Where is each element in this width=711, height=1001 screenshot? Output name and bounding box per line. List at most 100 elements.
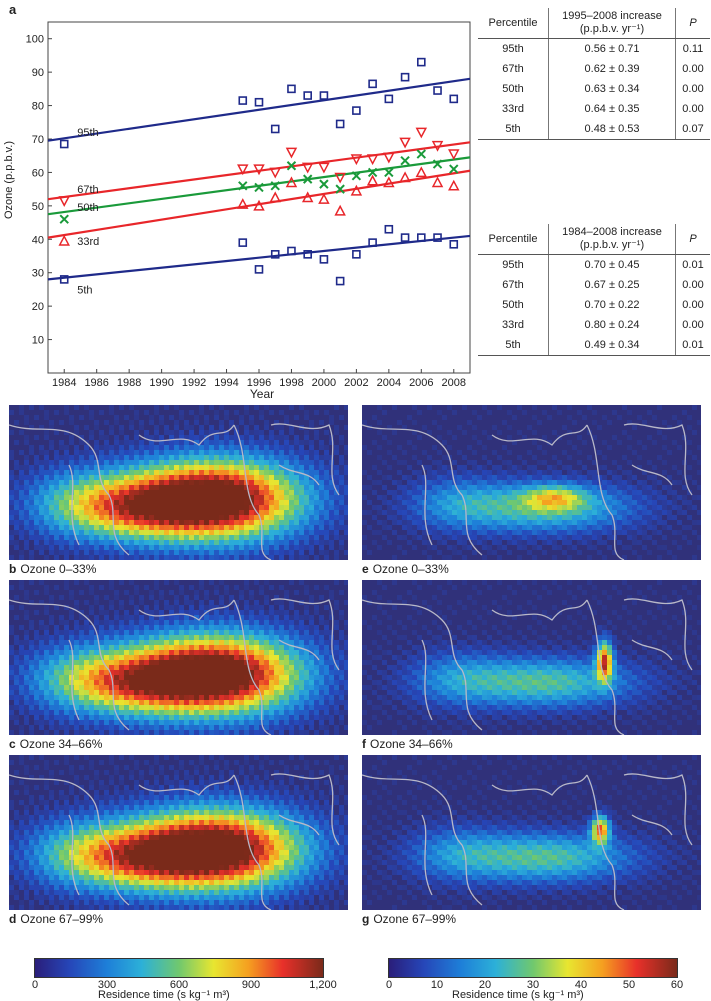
x-tick-label: 1984 xyxy=(52,377,76,389)
data-point-95th xyxy=(320,92,327,99)
series-label-67th: 67th xyxy=(77,184,98,196)
trend-line-67th xyxy=(48,142,470,199)
p-cell: 0.00 xyxy=(676,59,711,79)
colorbar-tick-label: 60 xyxy=(671,979,683,991)
data-point-67th xyxy=(449,150,458,159)
colorbar-tick-label: 0 xyxy=(32,979,38,991)
residence-map-f xyxy=(362,580,701,735)
data-point-5th xyxy=(320,256,327,263)
increase-cell: 0.67 ± 0.25 xyxy=(549,275,676,295)
x-axis-label: Year xyxy=(250,387,274,400)
x-tick-label: 2008 xyxy=(442,377,466,389)
table-header-increase-text: 1995–2008 increase xyxy=(562,10,662,22)
data-point-95th xyxy=(385,95,392,102)
percentile-cell: 33rd xyxy=(478,99,549,119)
residence-map-d xyxy=(9,755,348,910)
y-tick-label: 60 xyxy=(32,167,44,179)
data-point-5th xyxy=(239,239,246,246)
panel-e-letter: e xyxy=(362,562,369,576)
data-point-33rd xyxy=(271,193,280,202)
p-cell: 0.00 xyxy=(676,315,711,335)
data-point-67th xyxy=(352,155,361,164)
colorbar-left-label: Residence time (s kg⁻¹ m³) xyxy=(98,988,230,1001)
map-e-caption: Ozone 0–33% xyxy=(373,562,449,576)
y-tick-label: 70 xyxy=(32,134,44,146)
colorbar-tick-label: 10 xyxy=(431,979,443,991)
data-point-67th xyxy=(417,128,426,137)
map-c-caption: Ozone 34–66% xyxy=(20,737,103,751)
increase-cell: 0.62 ± 0.39 xyxy=(549,59,676,79)
trend-line-50th xyxy=(48,157,470,214)
series-label-50th: 50th xyxy=(77,202,98,214)
data-point-95th xyxy=(272,125,279,132)
x-tick-label: 2000 xyxy=(312,377,336,389)
y-tick-label: 30 xyxy=(32,268,44,280)
data-point-67th xyxy=(287,148,296,157)
percentile-cell: 67th xyxy=(478,59,549,79)
y-tick-label: 100 xyxy=(26,34,44,46)
data-point-95th xyxy=(434,87,441,94)
data-point-33rd xyxy=(368,176,377,185)
trend-line-95th xyxy=(48,79,470,141)
colorbar-tick-label: 50 xyxy=(623,979,635,991)
data-point-95th xyxy=(353,107,360,114)
data-point-50th xyxy=(450,165,458,173)
data-point-50th xyxy=(401,157,409,165)
y-tick-label: 80 xyxy=(32,101,44,113)
series-label-33rd: 33rd xyxy=(77,236,99,248)
table-header-p: P xyxy=(676,8,711,39)
increase-cell: 0.80 ± 0.24 xyxy=(549,315,676,335)
p-cell: 0.00 xyxy=(676,295,711,315)
table-header-increase-text: 1984–2008 increase xyxy=(562,226,662,238)
map-g-caption: Ozone 67–99% xyxy=(373,912,456,926)
percentile-cell: 5th xyxy=(478,335,549,356)
p-cell: 0.00 xyxy=(676,99,711,119)
data-point-33rd xyxy=(417,168,426,177)
percentile-cell: 50th xyxy=(478,79,549,99)
residence-map-b xyxy=(9,405,348,560)
data-point-67th xyxy=(319,163,328,172)
p-cell: 0.01 xyxy=(676,255,711,276)
data-point-50th xyxy=(255,183,263,191)
series-label-95th: 95th xyxy=(77,127,98,139)
heatmap-field xyxy=(362,580,701,735)
y-tick-label: 10 xyxy=(32,335,44,347)
increase-cell: 0.64 ± 0.35 xyxy=(549,99,676,119)
series-labels: 95th 67th 50th 33rd 5th xyxy=(77,127,99,296)
data-point-5th xyxy=(256,266,263,273)
heatmap-field xyxy=(9,755,348,910)
panel-c-letter: c xyxy=(9,737,16,751)
trend-table-1995-2008: Percentile 1995–2008 increase (p.p.b.v. … xyxy=(478,8,710,140)
data-point-95th xyxy=(256,99,263,106)
increase-cell: 0.70 ± 0.22 xyxy=(549,295,676,315)
data-point-5th xyxy=(385,226,392,233)
table-header-units: (p.p.b.v. yr⁻¹) xyxy=(580,239,644,251)
percentile-cell: 95th xyxy=(478,39,549,60)
increase-cell: 0.70 ± 0.45 xyxy=(549,255,676,276)
heatmap-field xyxy=(362,405,701,560)
increase-cell: 0.63 ± 0.34 xyxy=(549,79,676,99)
trend-table-1984-2008: Percentile 1984–2008 increase (p.p.b.v. … xyxy=(478,224,710,356)
map-label-e: e Ozone 0–33% xyxy=(362,562,449,576)
data-point-95th xyxy=(369,80,376,87)
p-cell: 0.01 xyxy=(676,335,711,356)
data-point-5th xyxy=(402,234,409,241)
p-cell: 0.07 xyxy=(676,119,711,140)
panel-f-letter: f xyxy=(362,737,366,751)
map-label-c: c Ozone 34–66% xyxy=(9,737,102,751)
table-header-increase: 1995–2008 increase (p.p.b.v. yr⁻¹) xyxy=(549,8,676,39)
colorbar-tick-label: 900 xyxy=(242,979,260,991)
increase-cell: 0.56 ± 0.71 xyxy=(549,39,676,60)
y-tick-label: 40 xyxy=(32,234,44,246)
data-point-95th xyxy=(61,141,68,148)
data-point-50th xyxy=(60,215,68,223)
series-label-5th: 5th xyxy=(77,284,92,296)
percentile-cell: 50th xyxy=(478,295,549,315)
colorbar-tick-label: 1,200 xyxy=(309,979,337,991)
